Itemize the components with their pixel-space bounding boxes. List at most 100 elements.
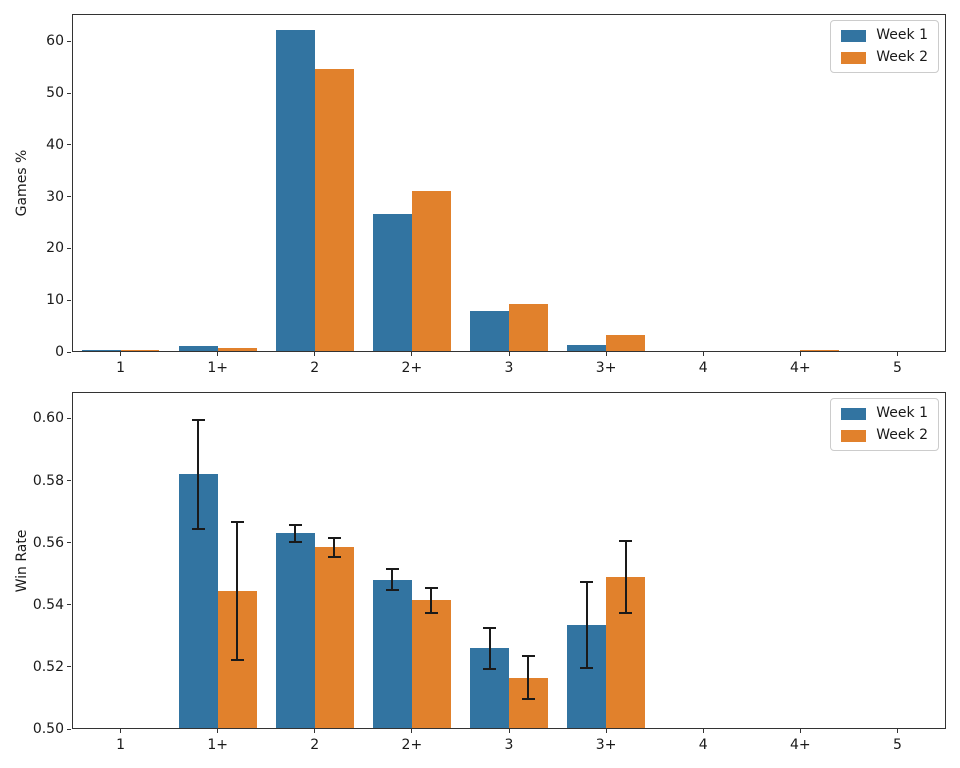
error-bar-cap [521, 698, 535, 701]
y-tick-mark [67, 480, 71, 482]
x-tick-label: 5 [892, 360, 902, 376]
x-tick-label: 4+ [790, 737, 811, 753]
legend-color-patch [841, 429, 867, 442]
error-bar [236, 521, 239, 660]
error-bar-cap [619, 611, 633, 614]
bar-week-2-cat-2 [314, 547, 354, 729]
bar-week-2-cat-4 [509, 303, 548, 352]
bar-week-2-cat-2 [314, 68, 354, 352]
y-tick-label: 30 [46, 188, 64, 205]
x-tick-label: 1 [116, 360, 125, 376]
y-tick-label: 0 [55, 344, 64, 360]
error-bar-cap [288, 540, 302, 543]
error-bar-cap [288, 523, 302, 526]
x-tick-label: 2+ [401, 360, 423, 376]
legend-label: Week 1 [876, 405, 928, 421]
x-tick-mark [896, 729, 898, 733]
error-bar-cap [483, 626, 497, 629]
error-bar-cap [327, 536, 341, 539]
y-axis-label: Win Rate [14, 529, 30, 592]
x-tick-mark [120, 352, 122, 356]
y-tick-mark [67, 542, 71, 544]
y-tick-label: 0.58 [32, 472, 64, 489]
bar-week-1-cat-3 [373, 579, 412, 729]
legend-color-patch [841, 51, 867, 64]
y-tick-label: 0.56 [32, 534, 64, 551]
error-bar-cap [424, 586, 438, 589]
error-bar [197, 419, 200, 529]
bar-week-1-cat-6 [664, 350, 704, 352]
x-tick-label: 3+ [595, 737, 617, 753]
x-tick-mark [508, 729, 510, 733]
y-tick-mark [67, 247, 71, 249]
bar-week-2-cat-7 [800, 350, 840, 352]
error-bar-cap [483, 667, 497, 670]
x-tick-mark [508, 352, 510, 356]
x-tick-mark [605, 352, 607, 356]
x-tick-mark [799, 352, 801, 356]
x-tick-mark [217, 352, 219, 356]
y-tick-mark [67, 417, 71, 419]
axes-frame [72, 14, 946, 352]
x-tick-mark [411, 352, 413, 356]
x-tick-label: 1+ [207, 360, 228, 376]
bar-week-1-cat-0 [81, 349, 121, 352]
legend-entry: Week 1 [841, 28, 928, 43]
bar-week-2-cat-8 [897, 351, 937, 352]
y-tick-mark [67, 666, 71, 668]
y-tick-label: 0.54 [32, 596, 64, 613]
x-tick-label: 1+ [207, 737, 228, 753]
legend-label: Week 1 [876, 27, 928, 43]
x-tick-mark [799, 729, 801, 733]
x-tick-mark [702, 729, 704, 733]
legend-label: Week 2 [876, 49, 928, 65]
error-bar-cap [521, 655, 535, 658]
error-bar [585, 581, 588, 669]
x-tick-label: 3 [504, 360, 514, 376]
x-tick-label: 4+ [790, 360, 811, 376]
x-tick-label: 5 [892, 737, 902, 753]
y-tick-mark [67, 196, 71, 198]
bar-week-2-cat-3 [411, 600, 451, 729]
legend-color-patch [841, 407, 867, 420]
y-tick-mark [67, 351, 71, 353]
x-tick-mark [702, 352, 704, 356]
y-tick-label: 10 [46, 292, 64, 309]
x-tick-mark [411, 729, 413, 733]
y-tick-mark [67, 299, 71, 301]
bar-week-1-cat-2 [275, 533, 315, 729]
bar-week-2-cat-6 [703, 351, 743, 352]
y-tick-label: 0.50 [32, 721, 64, 737]
x-tick-mark [314, 352, 316, 356]
y-tick-label: 0.60 [32, 410, 64, 427]
y-tick-mark [67, 728, 71, 730]
error-bar-cap [580, 580, 594, 583]
error-bar-cap [230, 520, 244, 523]
x-tick-label: 3+ [595, 360, 617, 376]
bar-week-1-cat-2 [275, 30, 315, 352]
error-bar [430, 587, 433, 613]
y-tick-mark [67, 144, 71, 146]
legend: Week 1 Week 2 [830, 398, 939, 451]
y-axis-label: Games % [14, 149, 30, 217]
y-tick-label: 20 [46, 240, 64, 257]
legend-label: Week 2 [876, 427, 928, 443]
error-bar [527, 656, 530, 700]
x-tick-mark [605, 729, 607, 733]
y-tick-mark [67, 604, 71, 606]
bar-week-1-cat-8 [858, 351, 898, 352]
bar-week-2-cat-0 [120, 350, 160, 352]
x-tick-label: 1 [116, 737, 125, 753]
x-tick-mark [314, 729, 316, 733]
bar-week-1-cat-1 [178, 346, 218, 352]
y-tick-label: 60 [46, 33, 64, 50]
win-rate-chart: 0.50 0.52 0.54 0.56 0.58 0.60 1 1+ 2 2+ 3 3+ 4 4+ 5 Win… [14, 392, 946, 753]
error-bar [294, 524, 297, 542]
x-tick-mark [120, 729, 122, 733]
legend: Week 1 Week 2 [830, 20, 939, 73]
error-bar-cap [619, 539, 633, 542]
bar-week-2-cat-5 [606, 334, 645, 352]
y-tick-label: 50 [46, 85, 64, 102]
y-tick-mark [67, 40, 71, 42]
